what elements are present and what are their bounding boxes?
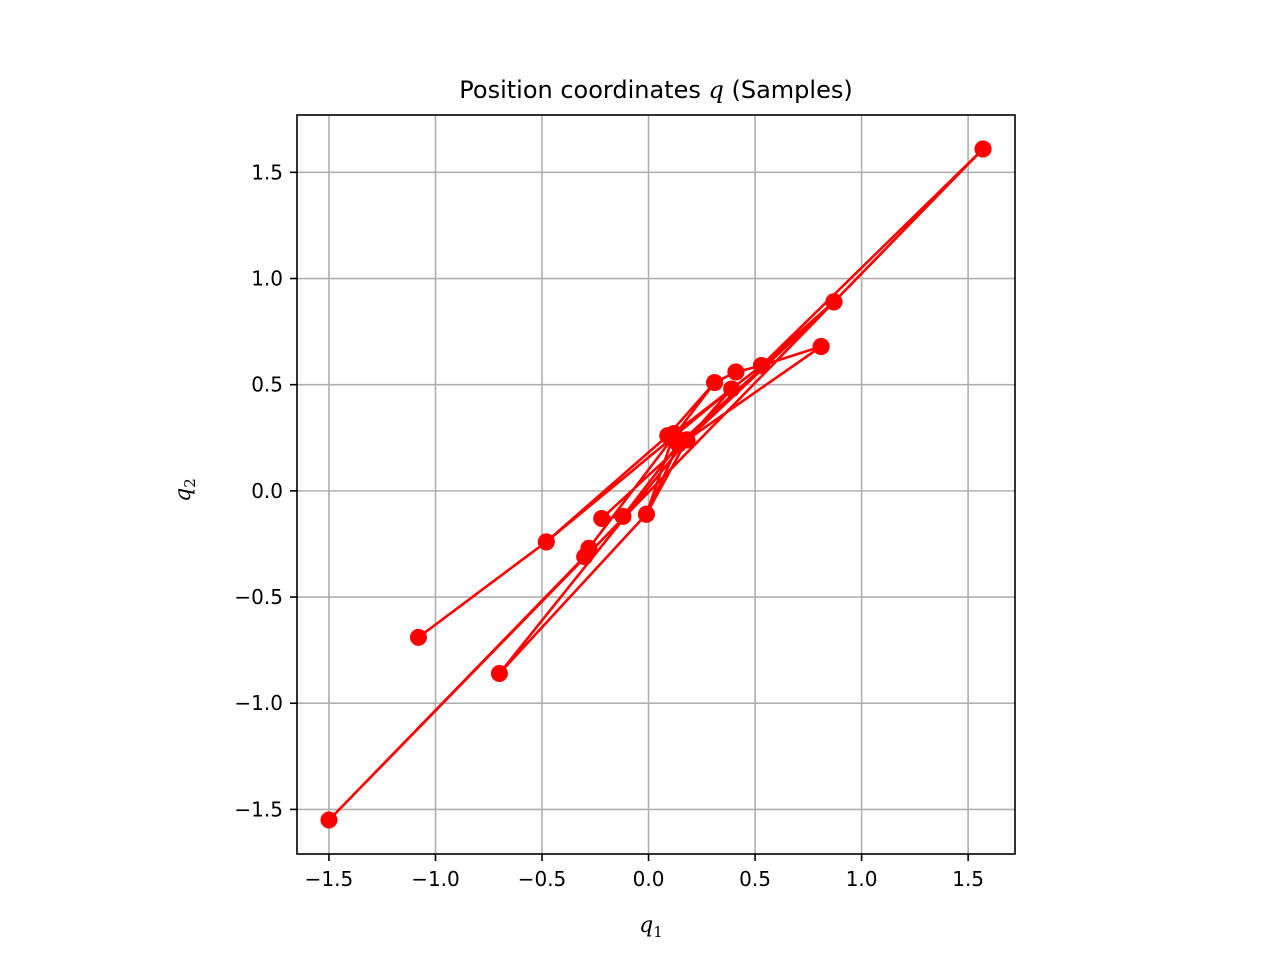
y-axis-label-subscript: 2 <box>181 478 199 488</box>
data-point <box>614 507 632 525</box>
data-point <box>537 533 555 551</box>
axis-ticks: −1.5 −1.0 −0.5 0.0 0.5 1.0 1.5 −1.5 −1.0 −0.5 0.0 0… <box>234 160 984 891</box>
data-point <box>409 628 427 646</box>
x-axis-label-subscript: 1 <box>653 923 663 941</box>
data-point <box>490 664 508 682</box>
x-tick-label: 0.0 <box>633 867 665 891</box>
plot-frame <box>296 114 1016 855</box>
data-point <box>825 293 843 311</box>
y-tick-label: −1.0 <box>234 691 283 715</box>
x-tick-label: 1.0 <box>846 867 878 891</box>
data-point <box>974 140 992 158</box>
x-tick-label: −0.5 <box>518 867 567 891</box>
data-point <box>727 363 745 381</box>
y-tick-label: −0.5 <box>234 585 283 609</box>
data-point <box>678 431 696 449</box>
data-point <box>723 380 741 398</box>
chart-title-suffix: (Samples) <box>724 76 853 104</box>
chart-title: Position coordinates q (Samples) <box>459 76 852 104</box>
y-axis-label: q2 <box>171 478 199 502</box>
data-point <box>706 374 724 392</box>
y-tick-label: 1.5 <box>251 160 283 184</box>
y-tick-label: −1.5 <box>234 797 283 821</box>
x-tick-label: 1.5 <box>952 867 984 891</box>
y-tick-label: 0.5 <box>251 373 283 397</box>
data-point <box>812 337 830 355</box>
chart-title-symbol: q <box>708 76 723 104</box>
x-tick-label: −1.5 <box>305 867 354 891</box>
y-axis-label-symbol: q <box>171 488 196 502</box>
data-point <box>580 539 598 557</box>
y-tick-label: 1.0 <box>251 267 283 291</box>
x-axis-label: q1 <box>639 913 663 941</box>
data-point <box>593 509 611 527</box>
x-tick-label: 0.5 <box>739 867 771 891</box>
x-axis-label-symbol: q <box>639 913 653 938</box>
y-tick-label: 0.0 <box>251 479 283 503</box>
data-point <box>637 505 655 523</box>
chart-title-prefix: Position coordinates <box>459 76 708 104</box>
x-tick-label: −1.0 <box>411 867 460 891</box>
data-point <box>320 811 338 829</box>
data-series <box>320 140 992 829</box>
data-point <box>752 357 770 375</box>
